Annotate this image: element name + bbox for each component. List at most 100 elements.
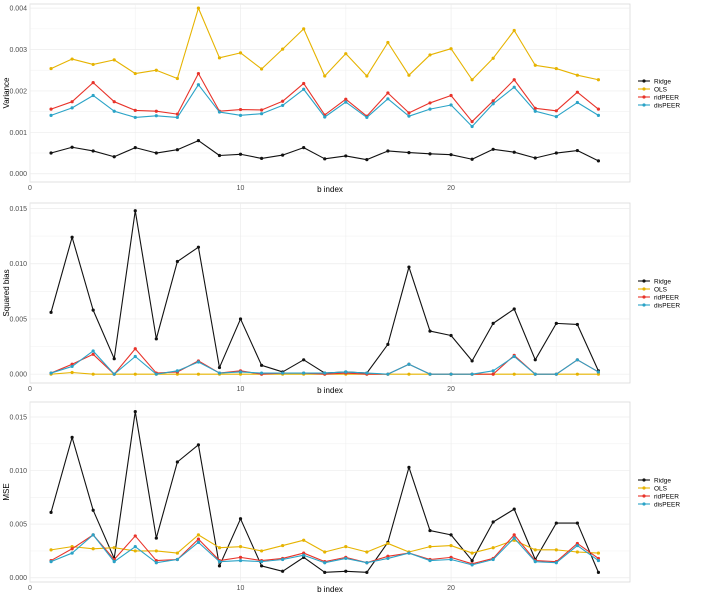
chart3-series-ridge-point-22 [491,520,495,524]
chart2-series-dispeer-point-6 [154,372,158,376]
chart1-series-ridpeer-point-13 [302,81,306,86]
chart1-series-dispeer-point-18 [407,114,411,118]
chart3-xtick-label-1: 10 [237,585,245,592]
chart2-series-dispeer-point-20 [449,372,453,376]
chart2-series-dispeer-point-9 [217,371,222,375]
chart1-series-ridge-point-13 [302,146,306,150]
chart1-series-ridpeer-point-21 [470,119,474,124]
chart1-series-dispeer-point-4 [112,109,116,113]
chart2-legend-label-ols: OLS [654,286,668,293]
chart1-series-ridpeer-point-8 [196,71,201,76]
chart1-series-dispeer-point-7 [175,115,179,120]
chart2-ytick-label-3: 0.015 [9,206,27,213]
chart2-series-ridge-point-7 [175,259,179,264]
chart1-series-ols-point-26 [575,73,579,77]
chart3-series-dispeer-point-11 [259,560,264,564]
chart1-legend-label-dispeer: disPEER [654,102,680,109]
chart1-plot-area [29,3,631,183]
chart1-series-ols-point-18 [407,73,411,77]
chart2-legend-label-ridge: Ridge [654,278,671,285]
chart1-series-ridge-point-8 [196,139,201,143]
chart2-series-ridge-point-19 [428,329,432,333]
chart3-series-ols-point-1 [49,548,53,552]
chart1-series-dispeer-point-13 [302,87,306,91]
chart2-series-ridge-point-10 [238,317,243,321]
chart2-series-dispeer-point-11 [259,371,264,375]
chart3-legend-key-point-dispeer [642,502,646,506]
chart1-series-ridpeer-point-15 [344,97,348,101]
chart2-series-ridpeer-point-2 [70,362,74,366]
chart2-series-ridge-point-25 [554,321,558,325]
chart3-series-dispeer-point-16 [365,561,369,565]
chart1-series-ridpeer-point-17 [386,91,390,95]
chart1-series-dispeer-point-20 [449,103,453,107]
chart1-ytick-label-3: 0.003 [9,47,27,54]
chart1-series-ols-point-15 [344,52,348,56]
chart3-series-ols-point-9 [217,546,222,550]
chart1-series-ridpeer-point-27 [596,107,601,111]
chart1-series-ridpeer-point-5 [133,108,137,112]
chart3-series-dispeer-point-15 [344,556,348,561]
chart2-series-dispeer-point-22 [491,369,495,373]
chart1-series-ols-point-17 [386,40,390,45]
chart1-series-ridpeer-point-12 [281,99,285,103]
chart3-series-dispeer-point-7 [175,557,179,562]
chart2-series-ridge-point-4 [112,357,116,361]
chart1-series-ols-point-4 [112,58,116,62]
chart1-series-ridge-point-14 [323,157,327,161]
chart2-series-dispeer-point-4 [112,372,116,376]
chart3-xtick-label-0: 0 [28,585,32,592]
chart3-legend-key-point-ridge [642,478,646,482]
chart1-series-ols-point-3 [91,62,95,67]
chart1-series-ols-point-8 [196,6,201,10]
chart2-series-dispeer-point-27 [596,370,601,374]
chart3-series-ridge-point-11 [259,564,264,568]
chart3-series-ols-point-3 [91,547,95,551]
chart1-series-ridge-point-21 [470,157,474,161]
chart3-series-ols-point-19 [428,545,432,549]
chart3-plot-area [29,401,631,583]
chart2-xtick-label-2: 20 [447,386,455,393]
chart3-series-ols-point-6 [154,549,158,553]
chart3-series-ols-point-26 [575,550,579,554]
chart1-legend-label-ols: OLS [654,86,668,93]
chart1-xtick-label-0: 0 [28,185,32,192]
chart2-series-ols-point-23 [512,372,516,376]
chart1-series-ridge-point-19 [428,152,432,156]
chart2-series-ols-point-3 [91,372,95,376]
chart1-series-ols-point-16 [365,74,369,78]
chart3-series-ols-point-14 [323,550,327,554]
chart1-series-ridpeer-point-11 [259,108,264,112]
chart3-series-ridpeer-point-5 [133,534,137,538]
chart3-series-ols-point-24 [533,548,537,552]
chart3-series-ridge-point-1 [49,510,53,514]
chart1-ytick-label-1: 0.001 [9,130,27,137]
chart2-legend-key-point-ridpeer [642,295,646,299]
chart2-series-ridge-point-13 [302,358,306,362]
chart1-series-ridge-point-17 [386,149,390,153]
chart2-legend-label-ridpeer: ridPEER [654,294,679,301]
chart1-series-ols-point-11 [259,67,264,71]
chart2-series-ridge-point-1 [49,310,53,314]
chart3-series-dispeer-point-4 [112,560,116,564]
chart2-series-dispeer-point-21 [470,372,474,376]
chart2-series-dispeer-point-25 [554,372,558,376]
chart2-series-dispeer-point-23 [512,354,516,359]
chart1-series-ridge-point-16 [365,158,369,162]
chart3-series-ridge-point-19 [428,528,432,533]
chart1-series-dispeer-point-15 [344,100,348,104]
chart2-series-ridge-point-17 [386,342,390,346]
chart3-series-ridge-point-20 [449,533,453,537]
chart1-series-ridpeer-point-4 [112,100,116,104]
squared-bias-chart: 0.000 0.005 0.010 0.015 0 10 20 b index Squared … [2,202,680,395]
chart3-series-dispeer-point-2 [70,551,74,555]
chart2-series-ridge-point-8 [196,245,201,249]
chart2-series-dispeer-point-19 [428,372,432,376]
chart1-series-dispeer-point-12 [281,103,285,108]
chart2-legend-key-point-ridge [642,279,646,283]
chart3-series-ols-point-17 [386,541,390,546]
chart2-series-dispeer-point-18 [407,362,411,366]
chart1-legend-key-point-dispeer [642,103,646,107]
chart3-series-dispeer-point-24 [533,560,537,564]
chart1-series-ridge-point-2 [70,145,74,149]
